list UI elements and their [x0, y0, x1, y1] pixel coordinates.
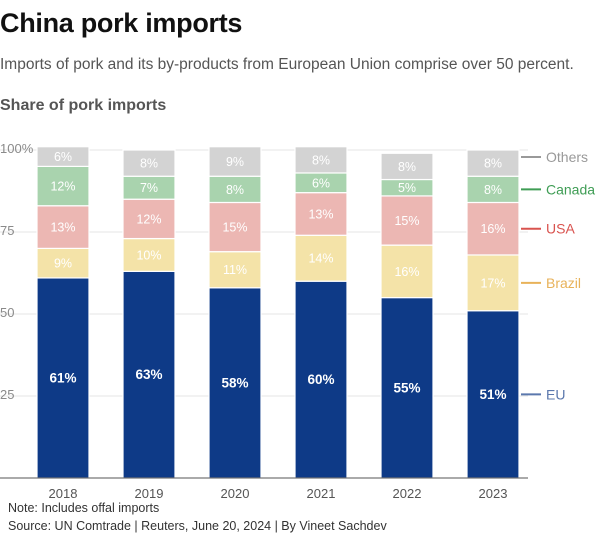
- data-label-canada: 8%: [226, 183, 244, 197]
- data-label-others: 6%: [54, 150, 72, 164]
- data-label-others: 8%: [484, 157, 502, 171]
- bar-segment-eu: [466, 310, 520, 479]
- data-label-usa: 15%: [222, 221, 247, 235]
- bar-segment-eu: [122, 270, 176, 479]
- legend-label-others: Others: [546, 149, 588, 165]
- data-label-brazil: 16%: [394, 265, 419, 279]
- bar-segment-eu: [208, 287, 262, 479]
- x-tick-label: 2022: [393, 486, 422, 500]
- data-label-eu: 63%: [135, 367, 162, 382]
- source-line: Source: UN Comtrade | Reuters, June 20, …: [8, 519, 387, 533]
- bar-segment-canada: [36, 165, 90, 207]
- bar-segment-usa: [208, 201, 262, 253]
- bar-segment-usa: [122, 198, 176, 240]
- data-label-eu: 60%: [307, 372, 334, 387]
- chart-title: China pork imports: [0, 8, 243, 38]
- data-label-canada: 5%: [398, 181, 416, 195]
- data-label-usa: 15%: [394, 214, 419, 228]
- footnote: Note: Includes offal imports: [8, 501, 160, 515]
- data-label-canada: 6%: [312, 176, 330, 190]
- bar-segment-eu: [36, 277, 90, 479]
- data-label-canada: 8%: [484, 183, 502, 197]
- legend-label-canada: Canada: [546, 181, 595, 197]
- x-tick-label: 2023: [479, 486, 508, 500]
- data-label-usa: 12%: [136, 212, 161, 226]
- bar-segment-others: [122, 149, 176, 177]
- bar-segment-others: [36, 146, 90, 168]
- data-label-eu: 61%: [49, 370, 76, 385]
- chart-subtitle: Imports of pork and its by-products from…: [0, 56, 574, 73]
- data-label-usa: 13%: [308, 207, 333, 221]
- bar-segment-brazil: [36, 247, 90, 279]
- bar-segment-brazil: [208, 251, 262, 289]
- bar-segment-canada: [208, 175, 262, 204]
- data-label-usa: 16%: [480, 222, 505, 236]
- data-label-eu: 58%: [221, 375, 248, 390]
- x-tick-label: 2020: [221, 486, 250, 500]
- bar-segment-canada: [466, 175, 520, 204]
- data-label-brazil: 17%: [480, 276, 505, 290]
- chart-section-title: Share of pork imports: [0, 97, 167, 114]
- y-tick-label: 25: [0, 387, 14, 402]
- x-tick-label: 2019: [135, 486, 164, 500]
- data-label-canada: 12%: [50, 180, 75, 194]
- data-label-others: 9%: [226, 155, 244, 169]
- bar-segment-usa: [466, 201, 520, 256]
- legend-label-brazil: Brazil: [546, 275, 581, 291]
- bar-segment-brazil: [466, 254, 520, 312]
- data-label-eu: 55%: [393, 380, 420, 395]
- y-tick-label: 75: [0, 223, 14, 238]
- data-label-others: 8%: [312, 153, 330, 167]
- data-label-brazil: 10%: [136, 248, 161, 262]
- bar-segment-brazil: [380, 244, 434, 299]
- bar-segment-others: [208, 146, 262, 177]
- x-tick-label: 2021: [307, 486, 336, 500]
- legend-label-eu: EU: [546, 386, 565, 402]
- data-label-others: 8%: [398, 160, 416, 174]
- bar-segment-usa: [380, 195, 434, 246]
- data-label-usa: 13%: [50, 221, 75, 235]
- data-label-eu: 51%: [479, 387, 506, 402]
- data-label-brazil: 14%: [308, 252, 333, 266]
- legend-label-usa: USA: [546, 221, 575, 237]
- bar-segment-others: [294, 146, 348, 174]
- bar-segment-others: [380, 152, 434, 181]
- bar-segment-others: [466, 149, 520, 177]
- x-tick-label: 2018: [49, 486, 78, 500]
- data-label-brazil: 11%: [223, 263, 247, 277]
- data-label-brazil: 9%: [54, 257, 72, 271]
- bar-segment-brazil: [294, 234, 348, 282]
- stacked-bar-chart: 100% 75 50 25 61% 9% 13% 12% 6% 2018 63% 10% 12% 7% 8%…: [0, 141, 595, 500]
- data-label-others: 8%: [140, 157, 158, 171]
- y-tick-label: 100%: [0, 141, 34, 156]
- data-label-canada: 7%: [140, 181, 158, 195]
- bar-segment-usa: [294, 192, 348, 236]
- bar-segment-eu: [380, 297, 434, 479]
- y-tick-label: 50: [0, 305, 14, 320]
